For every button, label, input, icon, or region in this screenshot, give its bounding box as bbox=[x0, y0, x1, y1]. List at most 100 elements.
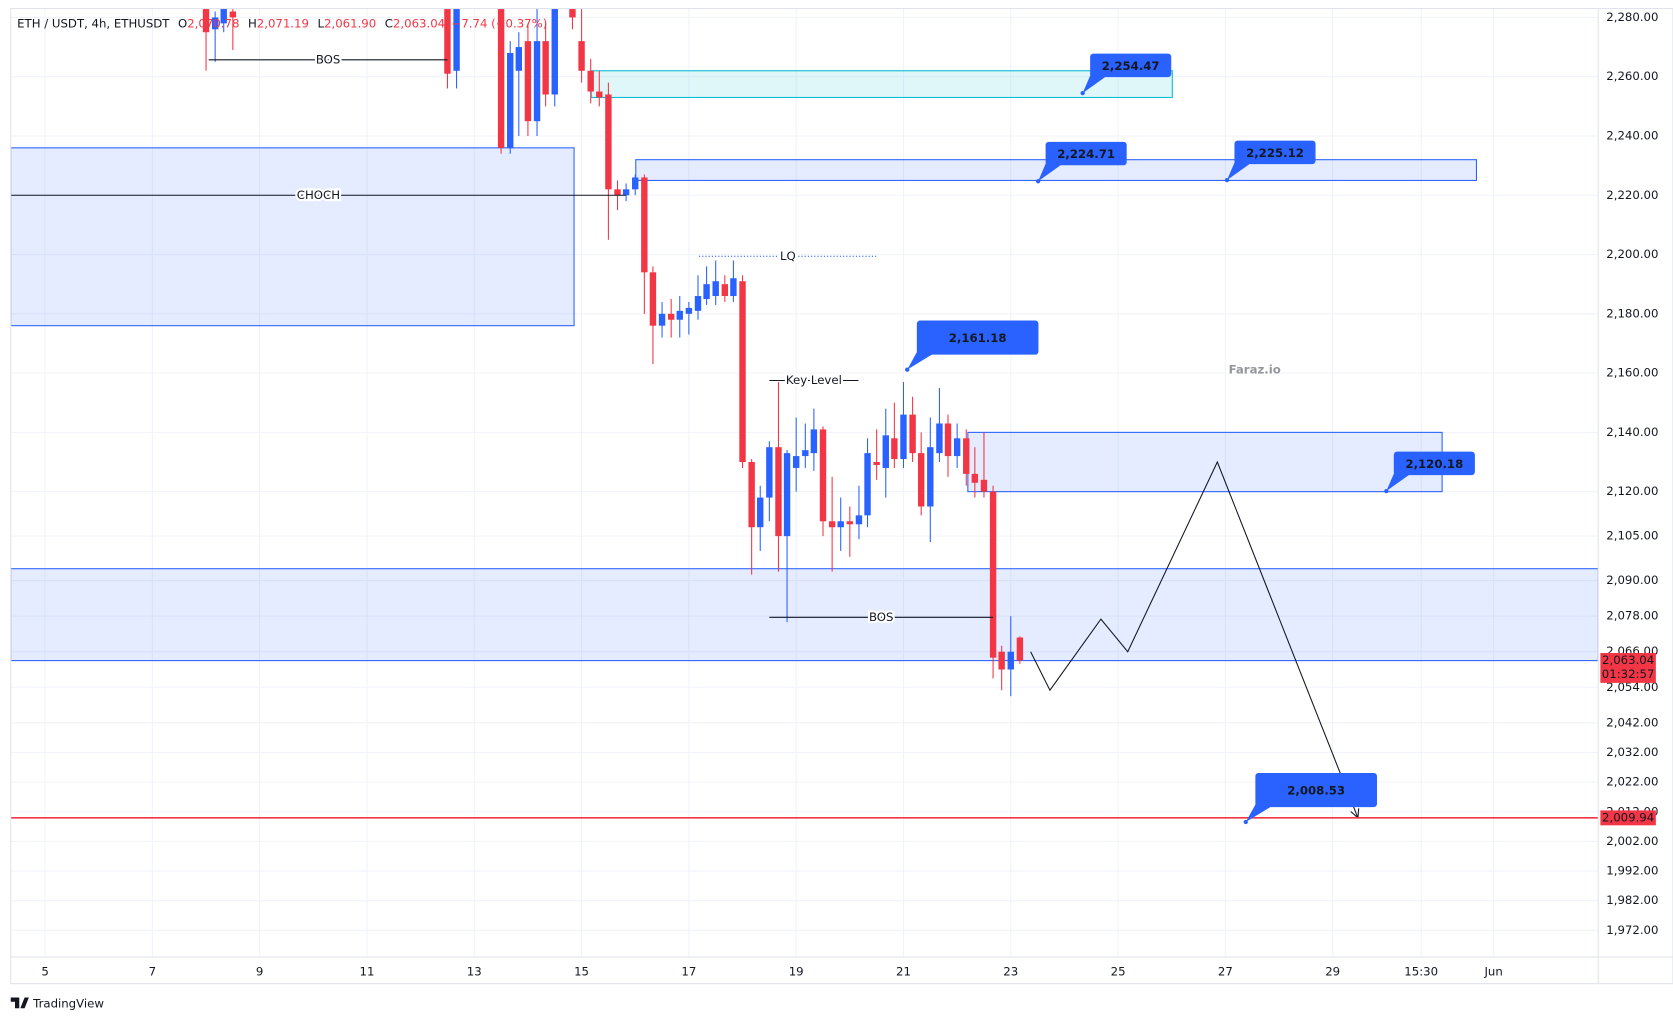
candle-body bbox=[721, 284, 729, 297]
callout-anchor bbox=[1243, 819, 1248, 825]
y-tick-label: 2,054.00 bbox=[1606, 680, 1658, 694]
x-tick-label: 13 bbox=[467, 964, 482, 978]
candle-body bbox=[802, 450, 809, 457]
candle-body bbox=[220, 8, 227, 24]
y-tick-label: 2,032.00 bbox=[1606, 745, 1658, 759]
legend-change: −7.74 (−0.37%) bbox=[452, 16, 548, 30]
x-tick-label: 23 bbox=[1003, 964, 1018, 978]
y-tick-label: 1,972.00 bbox=[1606, 923, 1658, 937]
legend-header: ETH / USDT, 4h, ETHUSDT O2,070.78 H2,071.1… bbox=[17, 16, 547, 30]
level-label: LQ bbox=[780, 249, 796, 263]
candle-body bbox=[641, 177, 648, 273]
candle-body bbox=[855, 515, 863, 525]
candle-body bbox=[515, 47, 523, 71]
x-tick-label: 17 bbox=[681, 964, 696, 978]
candle-body bbox=[1007, 651, 1014, 670]
candle-body bbox=[739, 281, 746, 463]
legend-key: L bbox=[317, 16, 324, 30]
y-tick-label: 2,140.00 bbox=[1606, 425, 1658, 439]
candle-body bbox=[963, 438, 970, 474]
y-tick-label: 2,180.00 bbox=[1606, 306, 1658, 320]
candle-body bbox=[900, 414, 907, 460]
candle-body bbox=[1016, 637, 1024, 661]
callout-label: 2,161.18 bbox=[949, 331, 1007, 345]
candle-body bbox=[846, 521, 854, 525]
y-tick-label: 2,022.00 bbox=[1606, 775, 1658, 789]
y-tick-label: 2,160.00 bbox=[1606, 366, 1658, 380]
candle-body bbox=[694, 296, 702, 311]
callout-anchor bbox=[1384, 488, 1389, 494]
x-tick-label: 7 bbox=[149, 964, 156, 978]
candle-body bbox=[944, 423, 952, 457]
brand-logo bbox=[10, 997, 29, 1009]
candle-body bbox=[551, 8, 558, 95]
legend-symbol: ETH / USDT, 4h, ETHUSDT bbox=[17, 16, 170, 30]
zone bbox=[10, 147, 575, 327]
candle-body bbox=[569, 8, 576, 18]
candle-body bbox=[873, 462, 880, 465]
overlays: BOS CHOCH LQ Key Level BOS bbox=[10, 50, 1599, 818]
callout-label: 2,254.47 bbox=[1102, 59, 1160, 73]
candle-body bbox=[614, 189, 621, 196]
legend-value: 2,071.19 bbox=[257, 16, 309, 30]
candle-body bbox=[497, 8, 505, 148]
level-label: BOS bbox=[869, 610, 894, 624]
candle-body bbox=[596, 91, 603, 98]
candle-body bbox=[783, 453, 791, 537]
x-tick-label: 5 bbox=[41, 964, 48, 978]
candle-body bbox=[202, 8, 210, 33]
legend-value: 2,070.78 bbox=[187, 16, 239, 30]
candle-body bbox=[622, 189, 630, 196]
y-tick-label: 2,220.00 bbox=[1606, 188, 1658, 202]
projection-path bbox=[1030, 460, 1358, 818]
candle-body bbox=[524, 41, 532, 122]
level-label: BOS bbox=[316, 52, 341, 66]
brand-name: TradingView bbox=[32, 996, 104, 1010]
candle-body bbox=[658, 313, 666, 326]
candle-body bbox=[766, 447, 773, 498]
y-tick-label: 2,280.00 bbox=[1606, 10, 1658, 24]
candle-body bbox=[953, 438, 961, 457]
candle-body bbox=[909, 414, 916, 454]
candle-body bbox=[444, 8, 451, 74]
candle-body bbox=[917, 453, 925, 507]
candle-body bbox=[703, 284, 710, 299]
candle-body bbox=[533, 41, 541, 122]
candle-body bbox=[211, 17, 219, 30]
candle-body bbox=[730, 278, 737, 297]
callout-box bbox=[1255, 772, 1377, 808]
candle-body bbox=[819, 429, 827, 522]
legend-key: H bbox=[248, 16, 257, 30]
axes: 2,280.00 2,260.00 2,240.00 2,220.00 2,200.00… bbox=[10, 8, 1673, 985]
candle-body bbox=[998, 651, 1005, 670]
callout-box bbox=[1234, 140, 1316, 165]
candle-body bbox=[632, 177, 639, 190]
candle-body bbox=[757, 497, 764, 528]
last-price-box bbox=[1600, 653, 1656, 683]
brand: TradingView bbox=[10, 996, 104, 1010]
y-tick-label: 2,200.00 bbox=[1606, 247, 1658, 261]
y-tick-label: 2,240.00 bbox=[1606, 128, 1658, 142]
zones bbox=[10, 70, 1599, 662]
candle-body bbox=[685, 307, 693, 314]
candle-body bbox=[980, 479, 988, 492]
candle-body bbox=[507, 52, 514, 148]
x-tick-label: 19 bbox=[789, 964, 804, 978]
candle-body bbox=[927, 447, 934, 507]
candle-body bbox=[810, 429, 818, 454]
zone bbox=[590, 70, 1173, 98]
candle-body bbox=[971, 473, 979, 483]
x-tick-label: 9 bbox=[256, 964, 263, 978]
candle-body bbox=[542, 41, 549, 95]
candle-body bbox=[891, 438, 898, 460]
candle-body bbox=[748, 462, 755, 528]
candle-body bbox=[578, 41, 585, 71]
level-label: CHOCH bbox=[297, 188, 340, 202]
legend-key: O bbox=[178, 16, 187, 30]
callout-box bbox=[916, 320, 1039, 355]
candle-body bbox=[882, 435, 889, 468]
candle-body bbox=[712, 281, 719, 297]
